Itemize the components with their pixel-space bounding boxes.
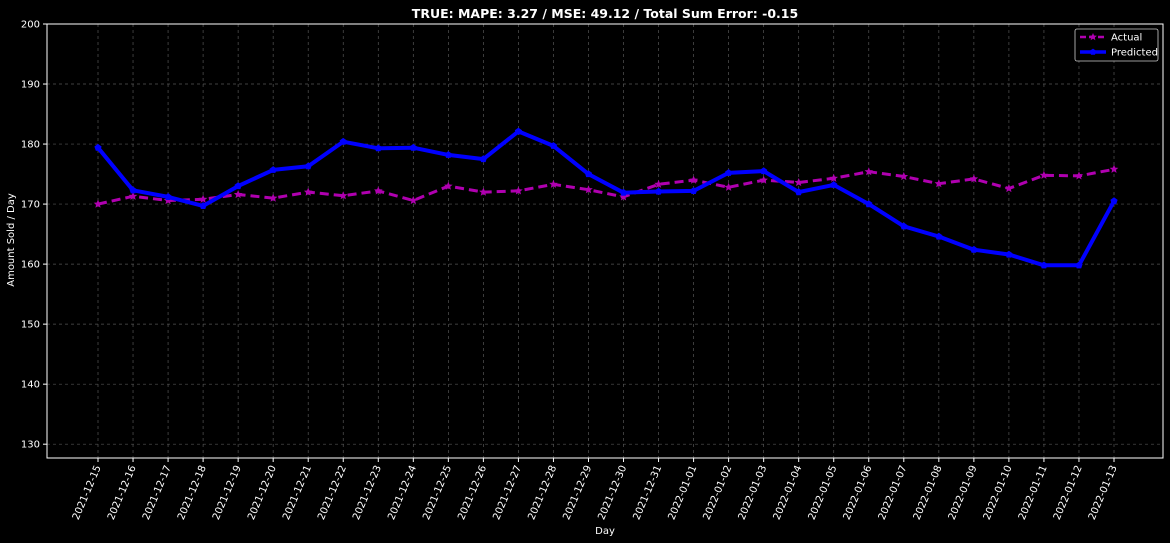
series-point <box>794 178 803 187</box>
x-axis-label: Day <box>595 526 615 537</box>
series-point <box>970 245 978 253</box>
series-point <box>1039 170 1049 179</box>
chart-title: TRUE: MAPE: 3.27 / MSE: 49.12 / Total Su… <box>412 6 798 21</box>
legend: Actual Predicted <box>1074 28 1159 62</box>
series-point <box>94 143 102 151</box>
series-point <box>654 179 663 188</box>
series-point <box>935 232 943 240</box>
series-point <box>409 196 418 205</box>
y-tick-label: 150 <box>21 320 40 331</box>
legend-marker <box>1089 33 1097 41</box>
series-point <box>1040 261 1048 269</box>
series-line <box>97 167 1115 206</box>
series-point <box>619 188 628 196</box>
series-point <box>129 186 137 194</box>
series-point <box>934 179 944 188</box>
series-point <box>163 196 173 205</box>
y-tick-label: 130 <box>21 440 40 451</box>
series-point <box>374 144 382 152</box>
series-point <box>584 185 593 194</box>
series-point <box>724 182 733 191</box>
y-tick-label: 140 <box>21 380 40 391</box>
series-point <box>1005 250 1013 258</box>
y-tick-label: 200 <box>21 20 40 31</box>
series-point <box>198 194 208 203</box>
series-point <box>864 167 873 176</box>
series-point <box>479 155 487 163</box>
series-point <box>514 127 522 135</box>
series-point <box>199 202 207 209</box>
series-point <box>619 192 628 201</box>
series-point <box>303 187 313 196</box>
series-point <box>374 186 383 195</box>
series-point <box>829 173 838 182</box>
series-point <box>1109 164 1119 173</box>
series-group <box>93 127 1119 269</box>
series-point <box>549 179 558 188</box>
series-point <box>654 187 663 195</box>
series-point <box>339 191 348 200</box>
series-point <box>164 193 172 200</box>
series-point <box>234 182 242 190</box>
y-tick-label: 180 <box>21 140 40 151</box>
series-point <box>479 187 488 196</box>
series-point <box>795 188 803 196</box>
series-point <box>268 193 278 202</box>
series-line <box>96 129 1116 268</box>
series-point <box>128 191 138 200</box>
series-point <box>549 142 558 149</box>
series-point <box>1004 184 1014 193</box>
series-point <box>444 181 453 190</box>
series-point <box>900 222 908 230</box>
series-point <box>409 143 417 151</box>
series-point <box>899 172 909 181</box>
series-point <box>759 175 768 184</box>
y-tick-label: 170 <box>21 200 40 211</box>
series-point <box>725 169 733 176</box>
series-actual <box>93 164 1119 208</box>
plot-frame <box>46 23 1164 459</box>
series-point <box>969 174 979 183</box>
series-point <box>93 199 103 208</box>
y-axis-ticks: 130 140 150 160 170 180 190 200 <box>21 20 47 451</box>
series-point <box>1110 197 1118 205</box>
y-axis-label: Amount Sold / Day <box>6 193 17 287</box>
series-point <box>304 162 312 170</box>
legend-marker <box>1089 48 1097 55</box>
grid <box>47 23 1163 458</box>
series-point <box>233 190 243 199</box>
series-point <box>865 200 873 208</box>
series-point <box>830 181 838 188</box>
legend-label-predicted: Predicted <box>1111 48 1158 59</box>
y-tick-label: 190 <box>21 80 40 91</box>
legend-label-actual: Actual <box>1111 33 1142 44</box>
series-point <box>760 167 768 175</box>
series-predicted <box>94 127 1118 269</box>
series-point <box>269 166 277 173</box>
series-point <box>689 175 698 184</box>
series-point <box>514 186 523 195</box>
series-point <box>584 170 593 178</box>
series-point <box>1075 261 1083 269</box>
series-point <box>444 151 452 158</box>
y-tick-label: 160 <box>21 260 40 271</box>
series-point <box>690 187 698 194</box>
series-point <box>339 137 347 145</box>
series-point <box>1074 171 1084 180</box>
